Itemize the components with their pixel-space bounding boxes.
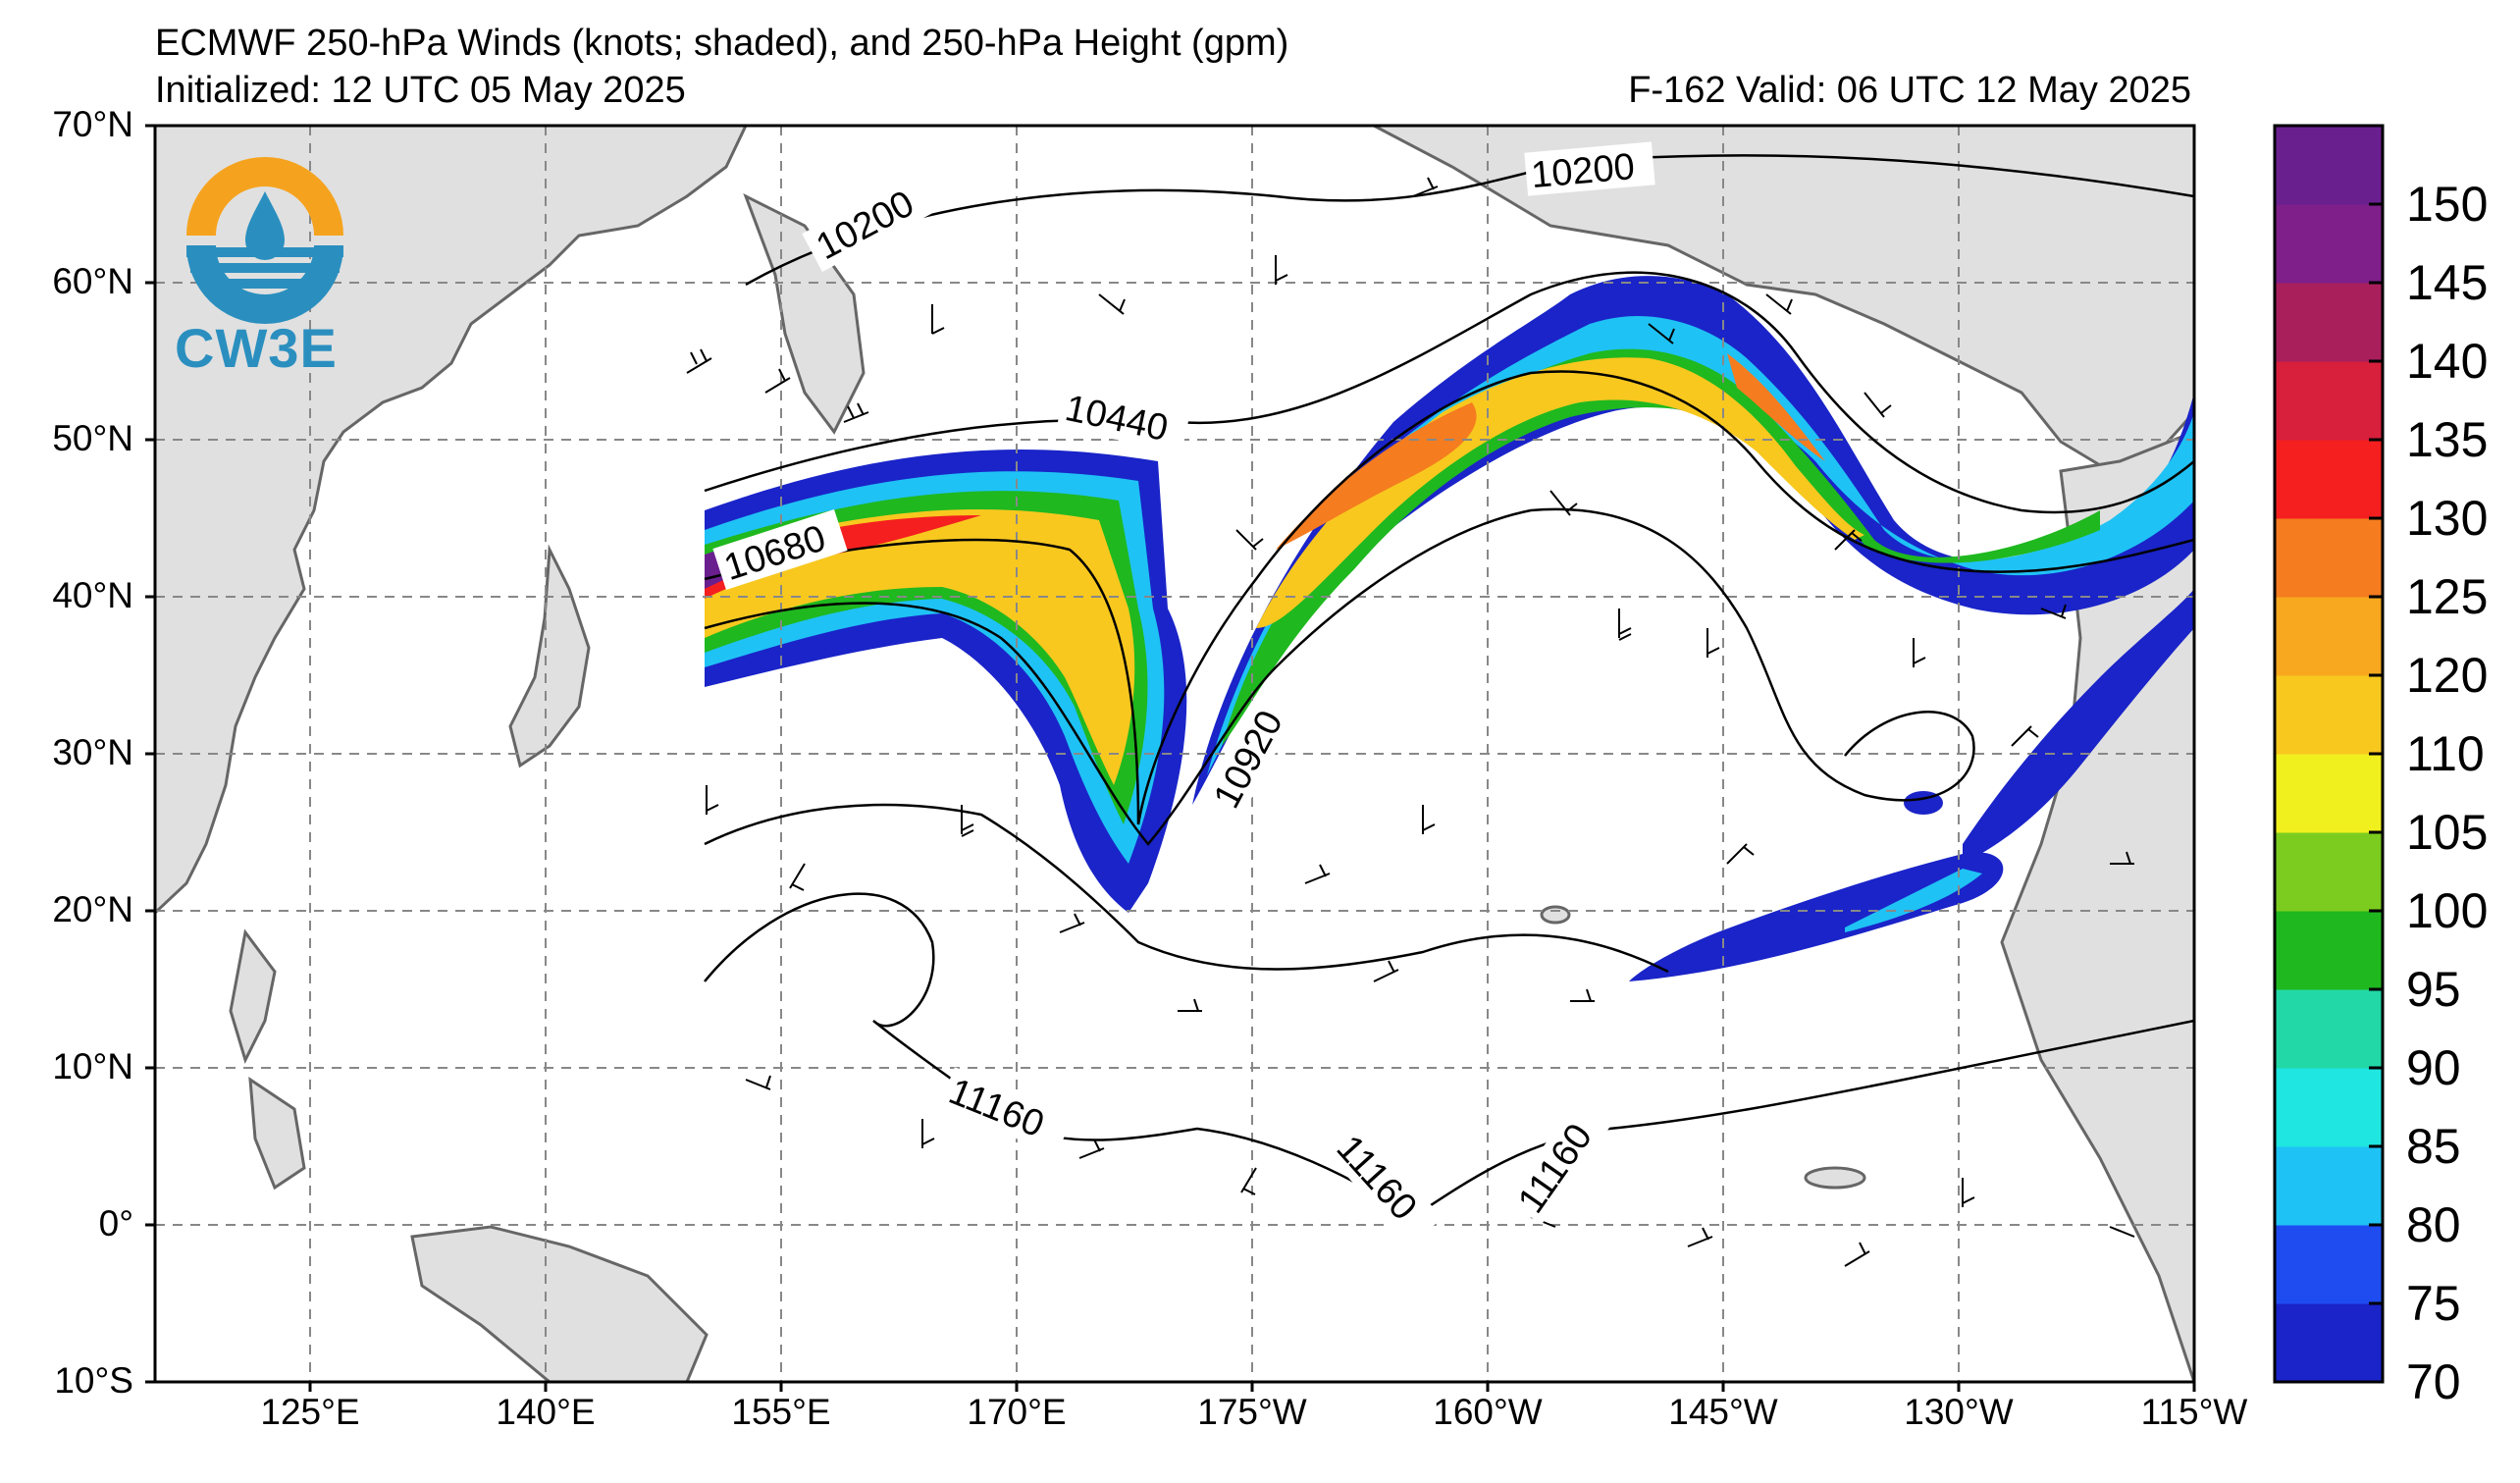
colorbar-tick-label: 120: [2406, 648, 2489, 703]
lon-label: 155°E: [731, 1392, 831, 1432]
droplet-icon: [245, 191, 285, 260]
land-asia: [155, 126, 748, 916]
land-philippines: [229, 928, 277, 1065]
lon-label: 160°W: [1433, 1392, 1543, 1432]
jet-subtropical-ne: [1963, 589, 2194, 864]
lon-label: 125°E: [260, 1392, 360, 1432]
colorbar-segment: [2275, 597, 2383, 676]
colorbar-segment: [2275, 989, 2383, 1069]
contour-10440: [704, 271, 2194, 514]
colorbar-tick-label: 140: [2406, 334, 2489, 389]
colorbar-tick-label: 95: [2406, 962, 2461, 1017]
lat-label: 50°N: [52, 418, 133, 458]
lat-label: 60°N: [52, 261, 133, 301]
colorbar-segment: [2275, 361, 2383, 441]
colorbar-tick-label: 75: [2406, 1276, 2461, 1331]
colorbar-segment: [2275, 204, 2383, 284]
land-philippines-south: [248, 1077, 306, 1191]
contour-10920: [704, 507, 1975, 846]
jet-west-pacific-yellow: [705, 508, 1135, 785]
init-time: Initialized: 12 UTC 05 May 2025: [155, 70, 686, 111]
plot-title: ECMWF 250-hPa Winds (knots; shaded), and…: [155, 23, 1289, 64]
colorbar-segment: [2275, 283, 2383, 362]
axis-ticks: [145, 124, 2196, 1392]
colorbar-tick-label: 70: [2406, 1354, 2461, 1409]
contour-11160-north: [704, 803, 1669, 974]
lat-label: 20°N: [52, 889, 133, 929]
lat-label: 10°S: [54, 1360, 133, 1401]
wind-barbs: [686, 177, 2135, 1267]
contour-10680: [704, 370, 2194, 825]
colorbar-segment: [2275, 518, 2383, 598]
lon-label: 130°W: [1904, 1392, 2014, 1432]
land-new-guinea: [410, 1225, 709, 1382]
colorbar-tick-label: 90: [2406, 1040, 2461, 1095]
logo-band-2: [190, 263, 340, 273]
contour-10200: [745, 154, 2194, 287]
lon-label: 175°W: [1197, 1392, 1307, 1432]
colorbar-segment: [2275, 832, 2383, 912]
logo-band-3: [200, 279, 330, 289]
colorbar-segment: [2275, 1225, 2383, 1304]
lon-label: 145°W: [1668, 1392, 1778, 1432]
colorbar-segment: [2275, 911, 2383, 990]
land-hawaii: [1540, 905, 1571, 925]
colorbar-tick-label: 85: [2406, 1119, 2461, 1174]
height-contours: [704, 154, 2194, 1219]
land-islands-south: [1804, 1166, 1866, 1190]
land-alaska: [1373, 126, 2194, 473]
colorbar-segment: [2275, 675, 2383, 755]
colorbar-tick-label: 130: [2406, 491, 2489, 546]
lat-label: 30°N: [52, 732, 133, 772]
colorbar-tick-label: 125: [2406, 569, 2489, 624]
colorbar-frame: [2273, 124, 2385, 1384]
lat-label: 10°N: [52, 1046, 133, 1086]
colorbar-tick-label: 135: [2406, 412, 2489, 467]
colorbar-segment: [2275, 754, 2383, 833]
contour-label-10200-east: 10200: [1530, 146, 1637, 196]
colorbar: [2275, 126, 2383, 1384]
lon-label: 115°W: [2140, 1392, 2248, 1432]
lat-label: 40°N: [52, 575, 133, 615]
colorbar-segment: [2275, 126, 2383, 205]
lat-label: 70°N: [52, 104, 133, 144]
jet-central-orange-east: [1727, 353, 1825, 461]
lat-label: 0°: [98, 1203, 133, 1244]
land-japan: [508, 544, 591, 768]
jet-subtropical-cyan: [1845, 869, 1982, 932]
colorbar-segment: [2275, 1303, 2383, 1383]
logo-water-arc: [186, 245, 343, 324]
jet-subtropical-east: [1629, 852, 2004, 981]
colorbar-segment: [2275, 1068, 2383, 1147]
graticule: [155, 126, 2194, 1382]
logo-text: CW3E: [175, 317, 338, 379]
lon-label: 170°E: [967, 1392, 1067, 1432]
logo-sun-arc: [186, 157, 343, 236]
lon-label: 140°E: [496, 1392, 596, 1432]
contour-11160: [704, 892, 2194, 1219]
colorbar-tick-label: 100: [2406, 883, 2489, 938]
colorbar-segment: [2275, 440, 2383, 519]
colorbar-tick-label: 105: [2406, 805, 2489, 860]
colorbar-segment: [2275, 1146, 2383, 1226]
colorbar-tick-label: 80: [2406, 1197, 2461, 1252]
cw3e-logo: [186, 157, 343, 324]
jet-central-orange: [1276, 402, 1477, 550]
colorbar-tick-label: 110: [2406, 726, 2485, 781]
colorbar-tick-label: 145: [2406, 255, 2489, 310]
valid-time: F-162 Valid: 06 UTC 12 May 2025: [1628, 70, 2191, 111]
colorbar-tick-label: 150: [2406, 177, 2489, 232]
